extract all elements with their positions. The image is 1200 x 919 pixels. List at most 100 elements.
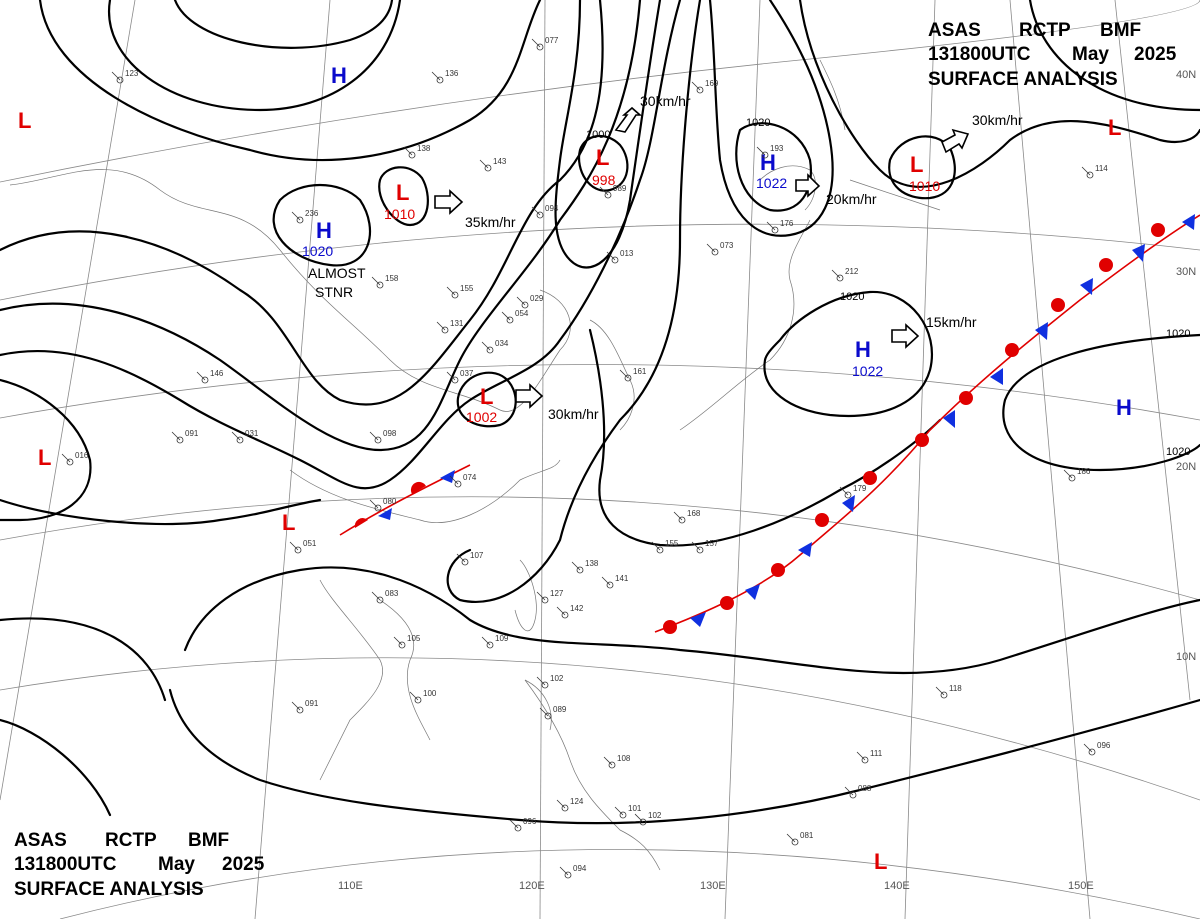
wind-barb-icon [634,813,644,823]
low-center-symbol: L [596,145,609,170]
wind-barb-icon [369,499,379,509]
motion-label-3: 30km/hr [548,406,599,422]
center-note: ALMOST [308,265,366,281]
header-year: 2025 [222,854,265,875]
wind-barb-icon [673,511,683,521]
station-report: 141 [601,574,629,589]
meridian-100e [0,0,136,801]
isobar-1 [38,0,542,162]
station-pressure: 111 [870,749,883,758]
station-circle-icon [376,596,384,604]
station-circle-icon [376,281,384,289]
station-report: 088 [844,784,872,799]
meridian-130e [724,0,761,919]
station-report: 158 [371,274,399,289]
motion-arrow-5 [940,128,970,154]
station-pressure: 102 [648,811,662,820]
station-report: 031 [231,429,259,444]
station-report: 094 [559,864,587,879]
isobar-15 [888,135,956,200]
station-report: 186 [1063,467,1091,482]
station-pressure: 127 [550,589,564,598]
station-report: 091 [291,699,319,714]
wind-barb-icon [449,475,459,485]
header-datetime: 131800UTC [928,44,1031,65]
wind-barb-icon [481,636,491,646]
station-pressure: 100 [423,689,437,698]
isobar-7 [0,0,642,452]
station-report: 083 [371,589,399,604]
station-report: 080 [369,497,397,512]
station-circle-icon [514,824,522,832]
station-pressure: 081 [800,831,814,840]
station-pressure: 141 [615,574,629,583]
station-circle-icon [398,641,406,649]
wind-barb-icon [691,81,701,91]
station-circle-icon [536,43,544,51]
station-report: 131 [436,319,464,334]
parallel-40n [0,0,1200,183]
wind-barb-icon [614,806,624,816]
parallel-30n [0,223,1200,301]
station-report: 013 [606,249,634,264]
low-center-symbol: L [480,384,493,409]
isobar-labels: 1020 1020 [1166,328,1190,458]
isobar-26 [588,328,942,547]
front-main-cold-barbs [690,214,1195,627]
wind-barb-icon [603,756,613,766]
wind-barb-icon [479,159,489,169]
station-report: 098 [369,429,397,444]
wind-barb-icon [706,243,716,253]
station-report: 155 [651,539,679,554]
station-pressure: 168 [687,509,701,518]
station-report: 054 [501,309,529,324]
station-reports: 077 123 136 138 143 236 158 155 131 054 034 037 098 0… [61,36,1111,879]
station-circle-icon [506,316,514,324]
station-circle-icon [861,756,869,764]
motion-arrow-3 [515,383,544,409]
station-report: 051 [289,539,317,554]
station-report: 100 [409,689,437,704]
high-center-value: 1020 [302,243,333,259]
isobar-5 [378,166,429,227]
low-center-value: 1002 [466,409,497,425]
station-pressure: 109 [495,634,509,643]
station-pressure: 091 [305,699,319,708]
wind-barb-icon [291,701,301,711]
frontal-systems [339,214,1200,634]
station-pressure: 029 [530,294,544,303]
low-center-symbol: L [18,108,31,133]
station-circle-icon [296,216,304,224]
station-report: 074 [449,473,477,488]
station-pressure: 077 [545,36,559,45]
station-report: 091 [171,429,199,444]
station-circle-icon [1088,748,1096,756]
isobar-11 [456,371,517,428]
station-pressure: 089 [553,705,567,714]
station-circle-icon [461,558,469,566]
station-pressure: 083 [385,589,399,598]
wind-barb-icon [371,276,381,286]
station-report: 989 [599,184,627,199]
isobar-4 [272,183,372,267]
station-report: 193 [756,144,784,159]
station-report: 127 [536,589,564,604]
station-pressure: 105 [407,634,421,643]
wind-barb-icon [501,311,511,321]
isobar-13 [735,122,813,212]
station-circle-icon [66,458,74,466]
station-circle-icon [604,191,612,199]
header-product: BMF [1100,20,1141,41]
station-report: 155 [446,284,474,299]
station-pressure: 176 [780,219,794,228]
station-circle-icon [441,326,449,334]
station-report: 138 [571,559,599,574]
high-center-symbol: H [331,63,347,88]
front-west-cold-barbs [378,470,455,520]
wind-barb-icon [111,71,121,81]
station-circle-icon [374,436,382,444]
low-center-symbol: L [910,152,923,177]
station-pressure: 143 [493,157,507,166]
coast-luzon [524,679,552,731]
wind-barb-icon [371,591,381,601]
